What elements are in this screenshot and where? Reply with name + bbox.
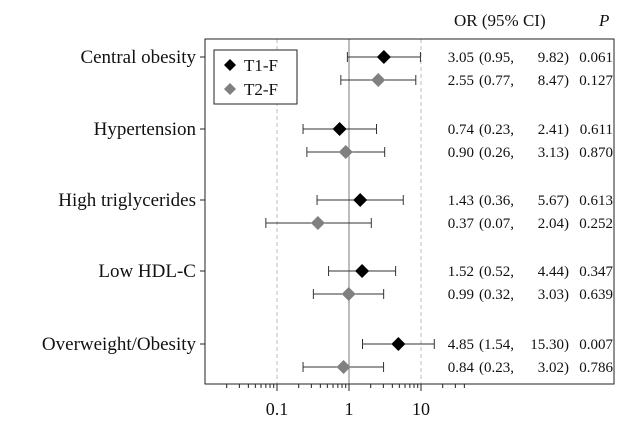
or-point-marker bbox=[391, 337, 406, 351]
ci-upper-value: 8.47) bbox=[538, 73, 569, 89]
x-axis: 0.1 1 10 bbox=[226, 384, 465, 419]
p-value: 0.252 bbox=[579, 216, 613, 232]
or-value: 2.55 bbox=[448, 73, 474, 89]
header-or-ci: OR (95% CI) bbox=[454, 11, 546, 30]
or-value: 1.43 bbox=[448, 193, 474, 209]
x-tick-label: 10 bbox=[412, 399, 430, 419]
row-label: Hypertension bbox=[94, 119, 197, 140]
legend-label-t2: T2-F bbox=[244, 80, 278, 99]
or-point-marker bbox=[353, 193, 368, 207]
or-value: 0.84 bbox=[448, 360, 475, 376]
row-label: Low HDL-C bbox=[98, 261, 196, 282]
p-value: 0.870 bbox=[579, 145, 613, 161]
p-value: 0.786 bbox=[579, 360, 613, 376]
or-point-marker bbox=[376, 50, 391, 64]
row-label: Overweight/Obesity bbox=[42, 334, 197, 355]
ci-upper-value: 2.41) bbox=[538, 122, 569, 138]
legend-box bbox=[213, 49, 298, 105]
ci-upper-value: 3.13) bbox=[538, 145, 569, 161]
p-value: 0.347 bbox=[579, 264, 613, 280]
ci-lower-value: (0.52, bbox=[479, 264, 514, 280]
ci-lower-value: (0.95, bbox=[479, 50, 514, 66]
ci-upper-value: 3.02) bbox=[538, 360, 569, 376]
or-point-marker bbox=[336, 360, 351, 374]
legend-label-t1: T1-F bbox=[244, 56, 278, 75]
or-point-marker bbox=[371, 73, 386, 87]
or-point-marker bbox=[355, 264, 370, 278]
x-tick-label: 1 bbox=[345, 399, 354, 419]
or-value: 3.05 bbox=[448, 50, 474, 66]
ci-upper-value: 3.03) bbox=[538, 287, 569, 303]
or-value: 0.37 bbox=[448, 216, 475, 232]
ci-lower-value: (0.77, bbox=[479, 73, 514, 89]
or-point-marker bbox=[332, 122, 347, 136]
row-label: Central obesity bbox=[80, 47, 196, 68]
x-tick-label: 0.1 bbox=[266, 399, 289, 419]
ci-upper-value: 2.04) bbox=[538, 216, 569, 232]
p-value: 0.127 bbox=[579, 73, 613, 89]
ci-lower-value: (0.26, bbox=[479, 145, 514, 161]
label-layer: Central obesity Hypertension High triglyce… bbox=[42, 47, 205, 355]
ci-lower-value: (0.07, bbox=[479, 216, 514, 232]
row-label: High triglycerides bbox=[58, 190, 196, 211]
header-p: P bbox=[598, 11, 609, 30]
or-value: 0.99 bbox=[448, 287, 474, 303]
legend-marker-t2 bbox=[224, 83, 236, 95]
legend-marker-t1 bbox=[224, 59, 236, 71]
ci-upper-value: 9.82) bbox=[538, 50, 569, 66]
p-value: 0.613 bbox=[579, 193, 613, 209]
or-value: 0.90 bbox=[448, 145, 474, 161]
p-value: 0.611 bbox=[580, 122, 613, 138]
ci-lower-value: (0.36, bbox=[479, 193, 514, 209]
or-point-marker bbox=[338, 145, 353, 159]
ci-upper-value: 5.67) bbox=[538, 193, 569, 209]
or-value: 4.85 bbox=[448, 337, 474, 353]
ci-lower-value: (0.32, bbox=[479, 287, 514, 303]
legend: T1-F T2-F bbox=[213, 49, 298, 105]
or-value: 0.74 bbox=[448, 122, 475, 138]
or-value: 1.52 bbox=[448, 264, 474, 280]
ci-lower-value: (0.23, bbox=[479, 122, 514, 138]
or-point-marker bbox=[310, 216, 325, 230]
or-point-marker bbox=[341, 287, 356, 301]
table-layer: 3.05 (0.95, 9.82) 0.061 2.55 (0.77, 8.47) 0.127… bbox=[448, 50, 614, 376]
ci-lower-value: (1.54, bbox=[479, 337, 514, 353]
ci-upper-value: 15.30) bbox=[530, 337, 569, 353]
p-value: 0.061 bbox=[579, 50, 613, 66]
ci-lower-value: (0.23, bbox=[479, 360, 514, 376]
p-value: 0.007 bbox=[579, 337, 613, 353]
marker-layer bbox=[310, 50, 406, 374]
p-value: 0.639 bbox=[579, 287, 613, 303]
ci-upper-value: 4.44) bbox=[538, 264, 569, 280]
